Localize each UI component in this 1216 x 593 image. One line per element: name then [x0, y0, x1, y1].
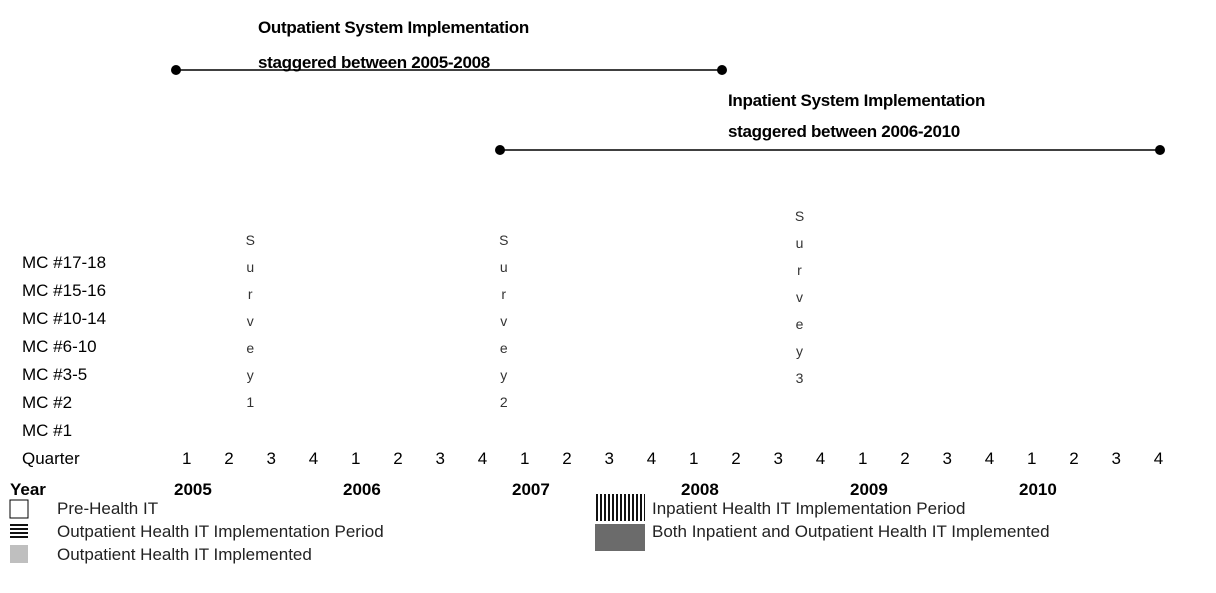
quarter: 1 [520, 449, 530, 468]
quarter: 3 [266, 449, 276, 468]
year-label: Year [10, 480, 46, 499]
year: 2006 [343, 480, 381, 499]
legend-swatch [10, 522, 28, 540]
legend-label: Pre-Health IT [57, 499, 159, 518]
quarter: 2 [900, 449, 910, 468]
survey-label: Survey 2 [499, 232, 509, 410]
legend-swatch [10, 545, 28, 563]
quarter: 2 [224, 449, 234, 468]
title: Inpatient System Implementation [728, 91, 986, 110]
dot [1155, 145, 1165, 155]
quarter: 1 [182, 449, 192, 468]
year: 2005 [174, 480, 212, 499]
quarter: 2 [1069, 449, 1079, 468]
legend-label: Inpatient Health IT Implementation Perio… [652, 499, 966, 518]
year: 2007 [512, 480, 550, 499]
quarter: 1 [1027, 449, 1037, 468]
survey-label: Survey 1 [245, 232, 255, 410]
legend-swatch [595, 524, 645, 551]
row-label: MC #2 [22, 393, 73, 412]
dot [171, 65, 181, 75]
year: 2009 [850, 480, 888, 499]
quarter: 1 [351, 449, 361, 468]
legend-label: Outpatient Health IT Implemented [57, 545, 312, 564]
quarter: 1 [858, 449, 868, 468]
legend-label: Both Inpatient and Outpatient Health IT … [652, 522, 1050, 541]
subtitle: staggered between 2006-2010 [728, 122, 960, 141]
row-label: MC #3-5 [22, 365, 88, 384]
row-label: MC #10-14 [22, 309, 107, 328]
year: 2010 [1019, 480, 1057, 499]
subtitle: staggered between 2005-2008 [258, 53, 490, 72]
quarter: 2 [393, 449, 403, 468]
dot [717, 65, 727, 75]
year: 2008 [681, 480, 719, 499]
quarter: 3 [1111, 449, 1121, 468]
quarter-label: Quarter [22, 449, 80, 468]
quarter: 3 [435, 449, 445, 468]
quarter: 1 [689, 449, 699, 468]
legend-swatch [595, 494, 645, 521]
quarter: 4 [815, 449, 826, 468]
quarter: 3 [773, 449, 783, 468]
quarter: 4 [308, 449, 319, 468]
row-label: MC #6-10 [22, 337, 97, 356]
quarter: 4 [646, 449, 657, 468]
quarter: 3 [604, 449, 614, 468]
row-label: MC #15-16 [22, 281, 107, 300]
quarter: 4 [477, 449, 488, 468]
title: Outpatient System Implementation [258, 18, 529, 37]
row-label: MC #17-18 [22, 253, 107, 272]
row-label: MC #1 [22, 421, 73, 440]
legend-label: Outpatient Health IT Implementation Peri… [57, 522, 384, 541]
quarter: 2 [562, 449, 572, 468]
dot [495, 145, 505, 155]
quarter: 3 [942, 449, 952, 468]
quarter: 2 [731, 449, 741, 468]
survey-label: Survey 3 [794, 208, 805, 386]
quarter: 4 [1153, 449, 1164, 468]
legend-swatch [9, 499, 29, 519]
quarter: 4 [984, 449, 995, 468]
